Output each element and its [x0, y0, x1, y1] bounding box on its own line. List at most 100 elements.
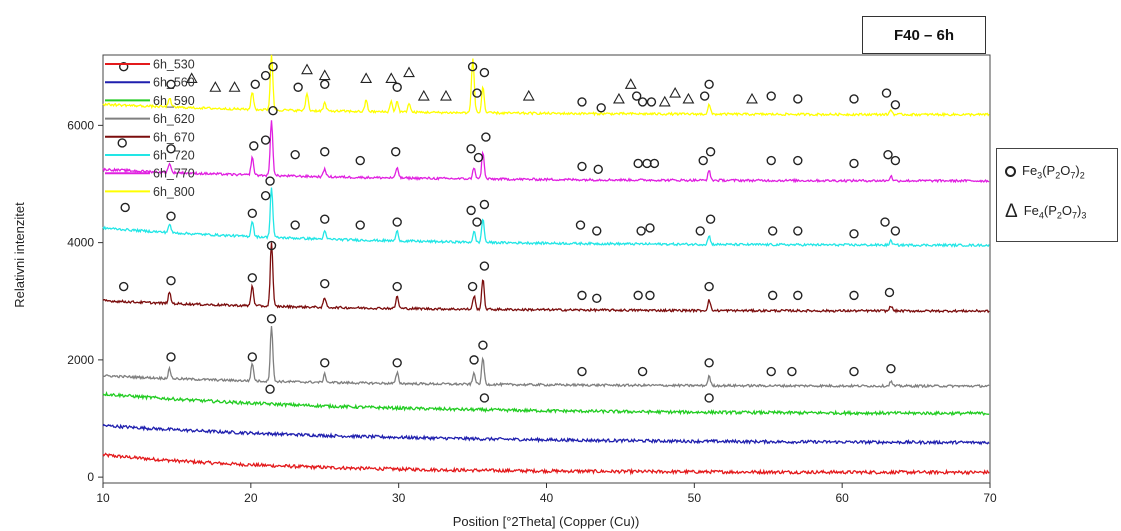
fe3-marker — [593, 164, 603, 175]
fe3-marker — [260, 135, 271, 145]
fe3-marker — [849, 94, 859, 104]
plot-area — [102, 54, 991, 484]
legend: 6h_530 6h_560 6h_590 6h_620 6h_670 6h_720 6h_7… — [105, 58, 195, 199]
marker-layer — [117, 62, 901, 403]
fe3-marker — [767, 290, 778, 301]
phase-formula-2: Fe4(P2O7)3 — [1023, 203, 1087, 221]
fe3-marker — [637, 97, 648, 107]
fe3-marker — [250, 79, 260, 90]
fe3-marker — [787, 366, 797, 377]
y-tick-label: 6000 — [67, 118, 94, 132]
y-tick-label: 2000 — [67, 353, 94, 367]
fe3-marker — [268, 105, 278, 116]
x-axis-title: Position [°2Theta] (Copper (Cu)) — [453, 514, 640, 529]
fe3-marker — [320, 358, 330, 368]
fe3-marker — [637, 366, 648, 377]
fe3-marker — [592, 226, 602, 236]
x-tick-label: 20 — [244, 491, 258, 505]
fe3-marker — [166, 79, 176, 90]
fe3-marker — [481, 132, 491, 142]
fe3-marker — [636, 226, 646, 236]
fe3-marker — [849, 366, 859, 377]
fe3-marker — [890, 226, 901, 236]
plot-frame — [102, 54, 991, 484]
fe3-marker — [166, 144, 176, 154]
fe3-marker — [247, 273, 258, 283]
fe3-marker — [890, 155, 901, 166]
fe3-marker — [767, 226, 778, 236]
series-layer — [102, 54, 990, 476]
fe3-marker — [290, 149, 300, 160]
fe3-marker — [320, 147, 330, 157]
x-tick-label: 70 — [983, 491, 997, 505]
legend-label: 6h_720 — [153, 149, 195, 163]
x-tick-label: 40 — [540, 491, 554, 505]
fe3-marker — [705, 147, 716, 157]
legend-label: 6h_770 — [153, 167, 195, 181]
fe3-marker — [472, 217, 482, 227]
x-tick-label: 50 — [688, 491, 702, 505]
fe3-marker — [466, 205, 476, 216]
fe3-marker — [472, 88, 482, 98]
fe3-marker — [466, 144, 476, 154]
fe3-marker — [577, 97, 587, 107]
fe4-marker — [624, 78, 637, 89]
fe4-marker — [318, 69, 331, 81]
phase-legend-row-1: Fe3(P2O7)2 — [1005, 163, 1085, 181]
fe3-marker — [117, 138, 127, 148]
fe3-marker — [249, 141, 259, 151]
fe3-marker — [391, 147, 401, 157]
legend-label: 6h_670 — [153, 130, 195, 144]
fe3-marker — [766, 91, 776, 101]
fe3-marker — [592, 293, 602, 304]
fe3-marker — [793, 290, 803, 301]
fe4-marker — [613, 92, 625, 104]
fe4-marker — [669, 86, 682, 98]
fe3-marker — [633, 290, 643, 301]
fe3-marker — [645, 223, 655, 233]
fe3-marker — [704, 79, 714, 90]
fe3-marker — [886, 363, 896, 374]
fe4-marker — [228, 81, 241, 92]
x-tick-label: 10 — [96, 491, 110, 505]
fe3-marker — [705, 214, 716, 224]
fe4-marker — [209, 81, 222, 92]
fe3-marker — [290, 220, 300, 230]
triangle-icon: Δ — [1005, 201, 1018, 222]
series-line-6h_590 — [102, 391, 990, 417]
series-line-6h_530 — [102, 452, 990, 476]
fe4-marker — [403, 66, 415, 78]
y-tick-label: 4000 — [67, 236, 94, 250]
fe4-marker — [301, 63, 313, 75]
fe3-marker — [577, 290, 587, 301]
series-line-6h_620 — [102, 326, 990, 389]
fe3-marker — [467, 62, 478, 72]
fe3-marker — [355, 220, 365, 230]
fe4-marker — [522, 89, 535, 101]
phase-legend: Fe3(P2O7)2 Δ Fe4(P2O7)3 — [996, 148, 1118, 242]
fe3-marker — [704, 281, 714, 292]
fe3-marker — [577, 161, 587, 172]
fe4-marker — [385, 72, 398, 84]
legend-label: 6h_560 — [153, 76, 195, 90]
fe3-marker — [469, 355, 479, 365]
fe3-marker — [266, 240, 277, 251]
fe3-marker — [596, 103, 606, 113]
fe3-marker — [646, 97, 657, 107]
fe3-marker — [849, 158, 859, 169]
fe3-marker — [766, 366, 776, 377]
fe4-marker — [746, 92, 758, 104]
fe3-marker — [633, 158, 643, 169]
fe3-marker — [473, 152, 484, 163]
fe3-marker — [118, 62, 129, 72]
fe3-marker — [467, 281, 478, 292]
fe3-marker — [478, 340, 488, 350]
fe3-marker — [881, 88, 892, 98]
series-line-6h_670 — [102, 242, 990, 314]
fe3-marker — [320, 79, 330, 90]
fe3-marker — [320, 214, 330, 224]
fe3-marker — [699, 91, 710, 101]
phase-formula-1: Fe3(P2O7)2 — [1022, 163, 1085, 181]
fe3-marker — [698, 155, 708, 166]
